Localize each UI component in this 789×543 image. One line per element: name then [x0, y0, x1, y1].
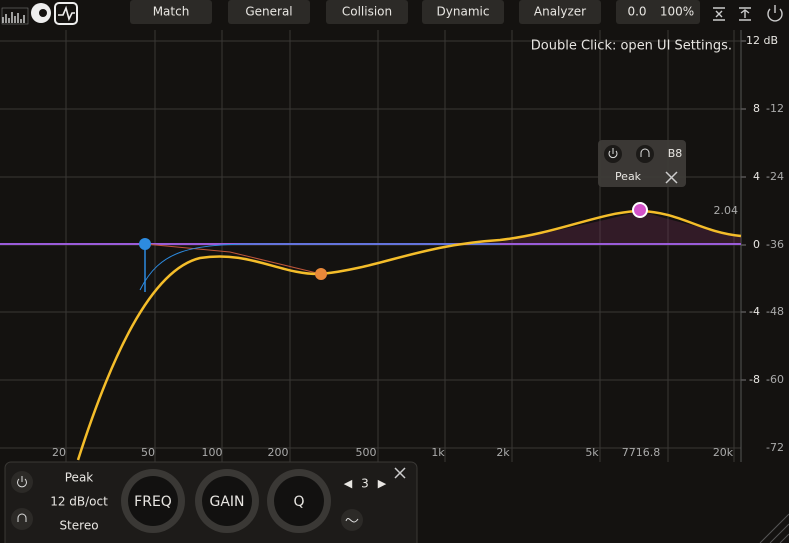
band-index: 3 [361, 477, 369, 491]
icon-button[interactable] [713, 7, 725, 21]
band-curve [144, 243, 322, 275]
tab-background [130, 0, 212, 24]
band-popup: B8 Peak [598, 140, 686, 187]
gain-label: 0 [753, 238, 760, 251]
tab-label: General [245, 5, 292, 19]
tab[interactable]: Match [130, 0, 212, 24]
filter-slope[interactable]: 12 dB/oct [50, 495, 108, 509]
knobs: FREQ GAIN Q [121, 469, 331, 533]
panel-close[interactable] [394, 467, 406, 479]
knob-face [128, 476, 178, 526]
tab-bar: Match General Collision Dynamic Analyzer [130, 0, 601, 24]
tab-background [326, 0, 408, 24]
stereo-mode[interactable]: Stereo [59, 519, 98, 533]
prev-band[interactable]: ◀ [344, 477, 353, 490]
band-node[interactable] [315, 268, 327, 280]
tab-label: Analyzer [534, 5, 586, 19]
hint: Double Click: open UI Settings. [531, 39, 732, 54]
popup-power[interactable] [604, 145, 622, 163]
freq-label: 50 [141, 446, 155, 459]
analyzer-label: -60 [766, 373, 784, 386]
freq-label: 500 [356, 446, 377, 459]
icon-button[interactable] [739, 7, 751, 21]
knob[interactable]: FREQ [121, 469, 185, 533]
band-panel: Peak 12 dB/oct Stereo FREQ GAIN Q ◀ 3 ▶ [4, 461, 418, 543]
next-band[interactable]: ▶ [378, 477, 387, 490]
solo-button[interactable] [11, 508, 33, 530]
logo [1, 2, 78, 25]
band-shape[interactable]: Peak [615, 170, 642, 183]
freq-label: 7716.8 [622, 446, 661, 459]
power-button[interactable] [767, 5, 783, 22]
power-button[interactable] [11, 471, 33, 493]
band-node[interactable] [632, 202, 648, 218]
tab-background [519, 0, 601, 24]
freq-label: 20 [52, 446, 66, 459]
filter-shape[interactable]: Peak [65, 471, 94, 485]
output-gain[interactable]: 0.0 [627, 5, 646, 19]
tab-background [422, 0, 504, 24]
knob-face [274, 476, 324, 526]
analyzer-label: -48 [766, 305, 784, 318]
knob[interactable]: Q [267, 469, 331, 533]
tab[interactable]: General [228, 0, 310, 24]
freq-label: 100 [202, 446, 223, 459]
tab-label: Collision [342, 5, 392, 19]
gain-label: -4 [749, 305, 760, 318]
popup-close[interactable] [665, 171, 678, 184]
band-node[interactable] [139, 238, 151, 250]
popup-solo[interactable] [636, 145, 654, 163]
freq-label: 5k [585, 446, 599, 459]
gain-label: 4 [753, 170, 760, 183]
grid: 12 dB 8 4 0 -4 -8 -12 -24 -36 -48 -60 -72 20 50 100 200… [0, 30, 784, 462]
status-background [616, 0, 700, 24]
freq-label: 2k [496, 446, 510, 459]
tab[interactable]: Dynamic [422, 0, 504, 24]
tab[interactable]: Analyzer [519, 0, 601, 24]
freq-label: 20k [713, 446, 734, 459]
tab-label: Dynamic [437, 5, 490, 19]
freq-label: 1k [431, 446, 445, 459]
band-id: B8 [668, 147, 683, 160]
analyzer-label: -12 [766, 102, 784, 115]
mix[interactable]: 100% [660, 5, 694, 19]
wave-button[interactable] [341, 509, 363, 531]
tab-label: Match [153, 5, 190, 19]
gain-label: 8 [753, 102, 760, 115]
analyzer-label: -36 [766, 238, 784, 251]
tab-background [228, 0, 310, 24]
knob[interactable]: GAIN [195, 469, 259, 533]
gain-label: -8 [749, 373, 760, 386]
analyzer-label: -72 [766, 441, 784, 454]
knob-label: Q [293, 494, 304, 510]
band-fill [145, 211, 741, 246]
band-gain-label: 2.04 [714, 204, 739, 217]
band-curve [139, 243, 500, 291]
top-icons [713, 5, 783, 22]
knob-label: FREQ [134, 494, 172, 510]
status-box: 0.0 100% [616, 0, 700, 24]
knob-face [202, 476, 252, 526]
analyzer-label: -24 [766, 170, 784, 183]
tab[interactable]: Collision [326, 0, 408, 24]
freq-label: 200 [268, 446, 289, 459]
resize-grip[interactable] [759, 513, 789, 543]
knob-label: GAIN [209, 494, 244, 510]
gain-label: 12 dB [746, 34, 778, 47]
